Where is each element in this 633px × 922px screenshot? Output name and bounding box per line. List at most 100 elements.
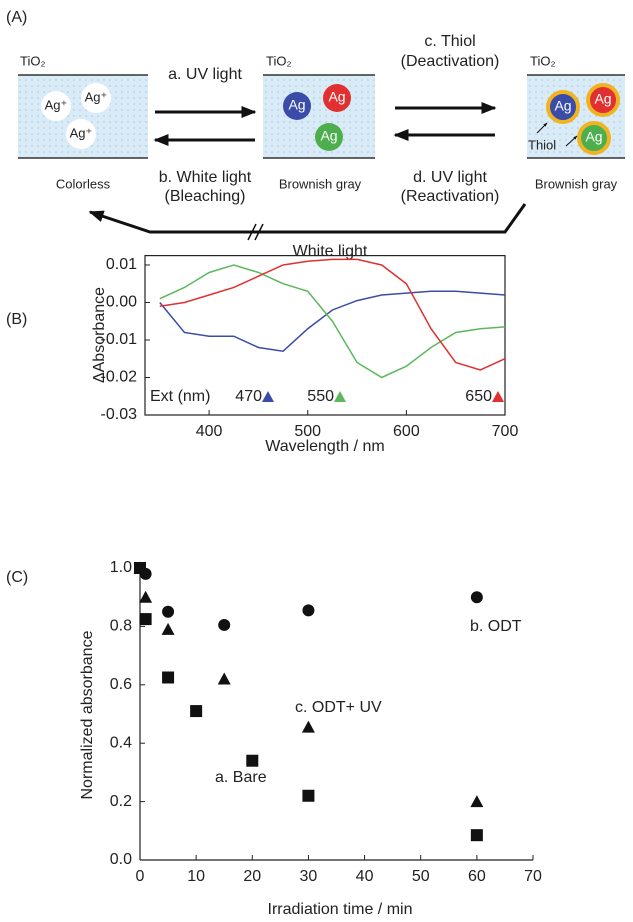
series-label: c. ODT+ UV <box>295 699 382 716</box>
arrow-label: (Deactivation) <box>401 53 500 70</box>
series-label: a. Bare <box>215 769 267 786</box>
x-tick-label: 20 <box>243 868 261 885</box>
x-tick-label: 10 <box>187 868 205 885</box>
legend-label: 550 <box>307 388 334 405</box>
ag-particle <box>323 84 351 112</box>
series-label: b. ODT <box>470 618 522 635</box>
ag-particle <box>577 121 611 155</box>
arrow-label: a. UV light <box>168 66 242 83</box>
ion-halo <box>81 83 111 113</box>
data-point <box>162 605 175 618</box>
box-caption: Colorless <box>56 176 111 191</box>
y-tick-label: 0.00 <box>106 294 137 311</box>
y-tick-label: 0.0 <box>110 851 132 868</box>
axis-break <box>254 223 264 241</box>
particle-label: Ag <box>585 129 602 145</box>
x-tick-label: 600 <box>393 423 420 440</box>
ag-particle <box>315 123 343 151</box>
arrow-label: d. UV light <box>413 169 487 186</box>
panel-a: (A) TiO₂ Ag⁺ Ag⁺ Ag⁺ Colorless TiO₂ Ag A… <box>6 9 625 260</box>
particle-label: Ag <box>320 128 337 144</box>
y-axis-title: Normalized absorbance <box>79 630 96 799</box>
y-axis-title: ΔAbsorbance <box>91 287 108 383</box>
legend-marker <box>492 391 504 402</box>
y-tick-label: 0.2 <box>110 793 132 810</box>
legend-label: 650 <box>465 388 492 405</box>
panel-label: (C) <box>6 569 28 586</box>
ligand-pointer <box>536 122 548 134</box>
x-tick-label: 30 <box>300 868 318 885</box>
x-tick-label: 0 <box>136 868 145 885</box>
data-point <box>470 591 483 604</box>
x-tick-label: 700 <box>492 423 519 440</box>
data-point <box>217 672 231 685</box>
ag-particle <box>546 90 580 124</box>
x-tick-label: 70 <box>524 868 542 885</box>
ion-label: Ag⁺ <box>70 125 93 140</box>
data-point <box>134 562 146 574</box>
axis-break <box>247 223 257 241</box>
box-caption: Brownish gray <box>535 176 618 191</box>
x-tick-label: 50 <box>412 868 430 885</box>
ion-label: Ag⁺ <box>45 97 68 112</box>
data-point <box>302 604 315 617</box>
arrow-label: (Bleaching) <box>165 188 246 205</box>
data-point <box>470 795 484 808</box>
data-point <box>139 590 153 603</box>
spectrum-line <box>159 290 506 353</box>
data-point <box>139 613 152 626</box>
arrow-label: c. Thiol <box>424 33 475 50</box>
ligand-pointer <box>565 135 578 147</box>
y-tick-label: 0.6 <box>110 676 132 693</box>
legend-label: 470 <box>235 388 262 405</box>
data-point <box>301 720 315 733</box>
data-point <box>162 671 175 684</box>
ag-particle <box>283 92 311 120</box>
panel-label: (A) <box>6 9 27 26</box>
data-point <box>470 829 483 842</box>
data-point <box>302 789 315 802</box>
particle-label: Ag <box>328 89 345 105</box>
y-tick-label: 0.01 <box>106 256 137 273</box>
x-axis-title: Irradiation time / min <box>268 901 413 918</box>
legend-marker <box>334 391 346 402</box>
material-label: TiO₂ <box>530 53 556 68</box>
y-tick-label: 1.0 <box>110 559 132 576</box>
data-point <box>218 618 231 631</box>
panel-label: (B) <box>6 311 27 328</box>
arrow-label: b. White light <box>159 169 252 186</box>
ion-label: Ag⁺ <box>85 89 108 104</box>
y-tick-label: -0.01 <box>101 331 138 348</box>
x-tick-label: 60 <box>468 868 486 885</box>
plot-frame <box>144 255 506 416</box>
data-point <box>246 754 259 767</box>
y-tick-label: 0.8 <box>110 618 132 635</box>
x-tick-label: 400 <box>196 423 223 440</box>
ligand-label: Thiol <box>528 137 556 152</box>
legend-title: Ext (nm) <box>150 388 210 405</box>
y-tick-label: 0.4 <box>110 734 132 751</box>
legend-marker <box>262 391 274 402</box>
material-label: TiO₂ <box>266 53 292 68</box>
return-arrow <box>88 203 527 234</box>
material-label: TiO₂ <box>20 53 46 68</box>
ion-halo <box>41 91 71 121</box>
ion-halo <box>66 119 96 149</box>
y-tick-label: -0.02 <box>101 369 138 386</box>
y-tick-label: -0.03 <box>101 406 138 423</box>
data-point <box>190 705 203 718</box>
ag-particle <box>586 83 620 117</box>
spectrum-line <box>159 264 506 379</box>
data-point <box>161 622 175 635</box>
arrow-label: White light <box>293 243 368 260</box>
particle-label: Ag <box>594 91 611 107</box>
x-axis-title: Wavelength / nm <box>265 438 384 455</box>
x-tick-label: 500 <box>294 423 321 440</box>
spectrum-line <box>159 258 506 371</box>
arrow-label: (Reactivation) <box>401 188 500 205</box>
x-tick-label: 40 <box>356 868 374 885</box>
particle-label: Ag <box>288 97 305 113</box>
particle-label: Ag <box>554 98 571 114</box>
box-caption: Brownish gray <box>279 176 362 191</box>
